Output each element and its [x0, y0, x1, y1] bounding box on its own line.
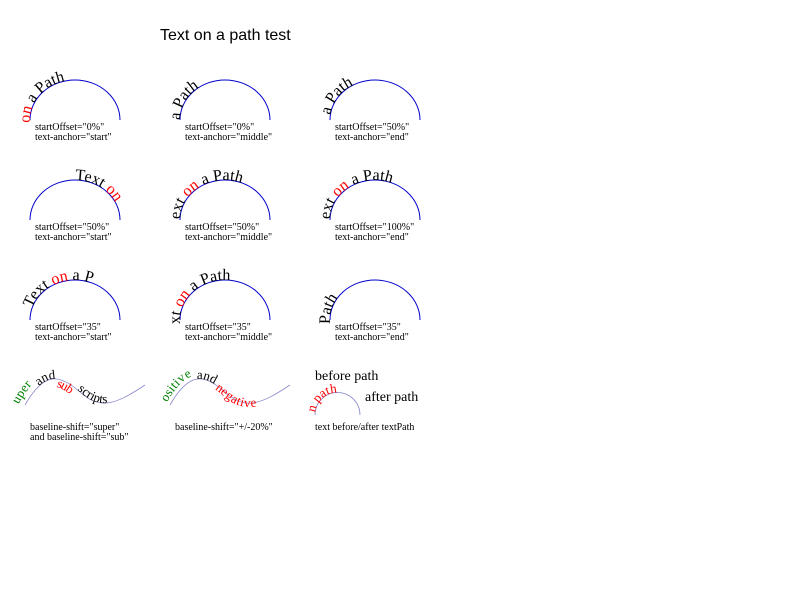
cell-2: a Path [167, 77, 202, 121]
caption: text-anchor="middle" [185, 332, 272, 343]
page-title: Text on a path test [160, 27, 291, 44]
caption: baseline-shift="+/-20%" [175, 422, 273, 433]
caption: startOffset="100%" [335, 222, 414, 233]
caption: baseline-shift="super" [30, 422, 119, 433]
cell-4: Text on [75, 167, 127, 205]
cell-7: Text on a P [20, 267, 96, 310]
caption: startOffset="50%" [335, 122, 409, 133]
captions: startOffset="0%" text-anchor="start" sta… [35, 122, 414, 343]
arc-path [329, 279, 421, 321]
path-text: Text on a Path [0, 0, 66, 123]
caption: text-anchor="end" [335, 332, 409, 343]
cell-9: Path [317, 290, 341, 324]
caption: startOffset="0%" [185, 122, 254, 133]
caption: text-anchor="start" [35, 132, 112, 143]
caption: text-anchor="end" [335, 232, 409, 243]
caption: startOffset="50%" [35, 222, 109, 233]
after-path-text: after path [365, 390, 418, 405]
cell-1: Text on a Path [0, 0, 66, 123]
path-text: a Path [167, 77, 202, 121]
path-text: Path [317, 290, 341, 324]
caption: startOffset="35" [35, 322, 101, 333]
caption: startOffset="50%" [185, 222, 259, 233]
arc-path [29, 279, 121, 321]
caption: text-anchor="middle" [185, 132, 272, 143]
caption: text-anchor="start" [35, 332, 112, 343]
caption: text-anchor="end" [335, 132, 409, 143]
path-text: Text on [75, 167, 127, 205]
caption: text-anchor="start" [35, 232, 112, 243]
caption: text-anchor="middle" [185, 232, 272, 243]
caption: startOffset="35" [185, 322, 251, 333]
cell-8: xt on a Path [167, 267, 231, 324]
path-text: Text on a P [20, 267, 96, 310]
caption: startOffset="35" [335, 322, 401, 333]
path-text: xt on a Path [167, 267, 231, 324]
before-path-text: before path [315, 369, 378, 384]
caption: startOffset="0%" [35, 122, 104, 133]
percent-shift-demo: positive and negative baseline-shift="+/… [0, 0, 273, 433]
before-after-demo: before path on path after path text befo… [0, 0, 418, 433]
path-text: positive and negative [0, 0, 257, 410]
path-text: super and sub scripts [0, 0, 108, 406]
caption: text before/after textPath [315, 422, 414, 433]
caption: and baseline-shift="sub" [30, 432, 129, 443]
